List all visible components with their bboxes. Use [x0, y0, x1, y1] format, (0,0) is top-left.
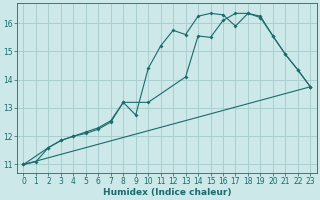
X-axis label: Humidex (Indice chaleur): Humidex (Indice chaleur)	[103, 188, 231, 197]
